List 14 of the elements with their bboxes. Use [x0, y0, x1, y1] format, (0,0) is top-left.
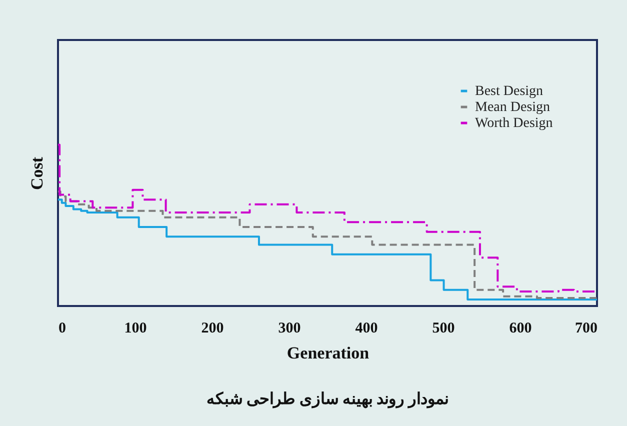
x-tick-label: 400 — [355, 320, 378, 336]
x-tick-label: 0 — [58, 320, 66, 336]
x-tick-label: 700 — [575, 320, 598, 336]
x-tick-label: 600 — [509, 320, 532, 336]
legend-label: Worth Design — [475, 116, 553, 131]
x-tick-label: 500 — [432, 320, 455, 336]
legend-label: Best Design — [475, 84, 544, 99]
text: نمودار روند بهینه سازی طراحی شبکه — [206, 391, 448, 409]
legend-label: Mean Design — [475, 100, 550, 115]
y-axis-title: Cost — [28, 156, 46, 190]
x-axis-title: Generation — [286, 344, 370, 362]
x-tick-label: 300 — [278, 320, 301, 336]
x-tick-label: 200 — [201, 320, 224, 336]
x-tick-label: 100 — [124, 320, 147, 336]
